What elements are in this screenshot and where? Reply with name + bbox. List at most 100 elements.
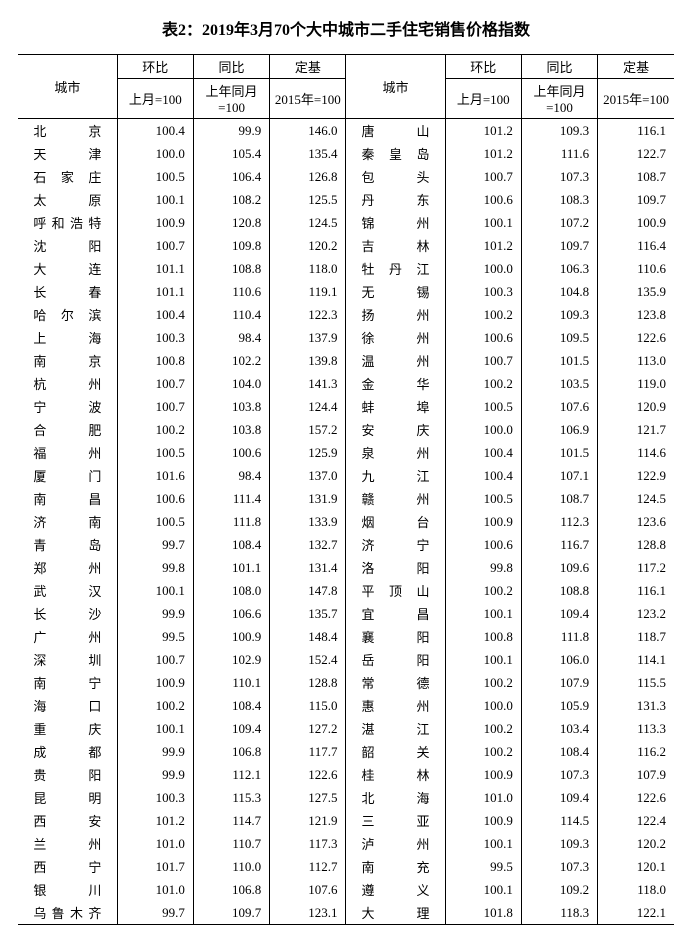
table-row: 兰 州101.0110.7117.3泸 州100.1109.3120.2 — [18, 832, 674, 855]
mom-cell: 101.0 — [117, 878, 193, 901]
mom-cell: 100.3 — [445, 280, 521, 303]
yoy-cell: 98.4 — [193, 326, 269, 349]
mom-cell: 101.1 — [117, 257, 193, 280]
yoy-cell: 109.4 — [521, 786, 597, 809]
mom-cell: 100.2 — [445, 740, 521, 763]
mom-cell: 99.9 — [117, 602, 193, 625]
yoy-cell: 108.4 — [193, 533, 269, 556]
city-cell: 石 家 庄 — [18, 165, 117, 188]
base-cell: 127.5 — [270, 786, 346, 809]
table-row: 广 州99.5100.9148.4襄 阳100.8111.8118.7 — [18, 625, 674, 648]
table-row: 南 宁100.9110.1128.8常 德100.2107.9115.5 — [18, 671, 674, 694]
yoy-cell: 105.9 — [521, 694, 597, 717]
base-cell: 131.4 — [270, 556, 346, 579]
mom-cell: 100.8 — [117, 349, 193, 372]
city-cell: 西 宁 — [18, 855, 117, 878]
yoy-cell: 108.4 — [193, 694, 269, 717]
hdr-yoy-right: 同比 — [521, 55, 597, 79]
table-row: 北 京100.499.9146.0唐 山101.2109.3116.1 — [18, 119, 674, 143]
yoy-cell: 99.9 — [193, 119, 269, 143]
mom-cell: 101.8 — [445, 901, 521, 925]
city-cell: 济 宁 — [346, 533, 445, 556]
yoy-cell: 109.2 — [521, 878, 597, 901]
mom-cell: 100.2 — [445, 671, 521, 694]
city-cell: 厦 门 — [18, 464, 117, 487]
yoy-cell: 101.1 — [193, 556, 269, 579]
yoy-cell: 103.8 — [193, 418, 269, 441]
table-row: 长 春101.1110.6119.1无 锡100.3104.8135.9 — [18, 280, 674, 303]
table-row: 成 都99.9106.8117.7韶 关100.2108.4116.2 — [18, 740, 674, 763]
table-header: 城市 环比 同比 定基 城市 环比 同比 定基 上月=100 上年同月=100 … — [18, 55, 674, 119]
yoy-cell: 114.5 — [521, 809, 597, 832]
city-cell: 锦 州 — [346, 211, 445, 234]
mom-cell: 101.2 — [445, 142, 521, 165]
mom-cell: 100.2 — [445, 717, 521, 740]
mom-cell: 100.5 — [445, 395, 521, 418]
yoy-cell: 108.0 — [193, 579, 269, 602]
mom-cell: 100.1 — [117, 717, 193, 740]
base-cell: 135.7 — [270, 602, 346, 625]
yoy-cell: 104.0 — [193, 372, 269, 395]
base-cell: 116.4 — [598, 234, 674, 257]
yoy-cell: 106.4 — [193, 165, 269, 188]
hdr-mom-right: 环比 — [445, 55, 521, 79]
table-row: 长 沙99.9106.6135.7宜 昌100.1109.4123.2 — [18, 602, 674, 625]
base-cell: 125.5 — [270, 188, 346, 211]
mom-cell: 100.4 — [117, 303, 193, 326]
table-body: 北 京100.499.9146.0唐 山101.2109.3116.1天 津 10… — [18, 119, 674, 925]
city-cell: 烟 台 — [346, 510, 445, 533]
yoy-cell: 100.9 — [193, 625, 269, 648]
city-cell: 贵 阳 — [18, 763, 117, 786]
base-cell: 137.0 — [270, 464, 346, 487]
base-cell: 113.0 — [598, 349, 674, 372]
yoy-cell: 103.5 — [521, 372, 597, 395]
city-cell: 三 亚 — [346, 809, 445, 832]
city-cell: 桂 林 — [346, 763, 445, 786]
yoy-cell: 107.3 — [521, 763, 597, 786]
city-cell: 武 汉 — [18, 579, 117, 602]
yoy-cell: 107.3 — [521, 855, 597, 878]
base-cell: 122.6 — [598, 786, 674, 809]
yoy-cell: 111.8 — [521, 625, 597, 648]
base-cell: 122.4 — [598, 809, 674, 832]
yoy-cell: 106.3 — [521, 257, 597, 280]
city-cell: 天 津 — [18, 142, 117, 165]
city-cell: 长 沙 — [18, 602, 117, 625]
mom-cell: 100.7 — [117, 234, 193, 257]
city-cell: 合 肥 — [18, 418, 117, 441]
city-cell: 长 春 — [18, 280, 117, 303]
hdr-city-left: 城市 — [18, 55, 117, 119]
mom-cell: 100.0 — [445, 257, 521, 280]
city-cell: 九 江 — [346, 464, 445, 487]
mom-cell: 100.2 — [445, 579, 521, 602]
yoy-cell: 106.8 — [193, 878, 269, 901]
table-row: 西 安101.2114.7121.9三 亚100.9114.5122.4 — [18, 809, 674, 832]
yoy-cell: 110.4 — [193, 303, 269, 326]
mom-cell: 99.8 — [117, 556, 193, 579]
mom-cell: 101.0 — [445, 786, 521, 809]
mom-cell: 100.7 — [445, 165, 521, 188]
yoy-cell: 109.7 — [193, 901, 269, 925]
base-cell: 115.5 — [598, 671, 674, 694]
base-cell: 124.4 — [270, 395, 346, 418]
mom-cell: 100.5 — [117, 510, 193, 533]
base-cell: 128.8 — [270, 671, 346, 694]
mom-cell: 100.0 — [445, 418, 521, 441]
mom-cell: 100.1 — [445, 602, 521, 625]
city-cell: 福 州 — [18, 441, 117, 464]
yoy-cell: 106.0 — [521, 648, 597, 671]
yoy-cell: 106.9 — [521, 418, 597, 441]
base-cell: 116.2 — [598, 740, 674, 763]
city-cell: 太 原 — [18, 188, 117, 211]
table-row: 贵 阳99.9112.1122.6桂 林100.9107.3107.9 — [18, 763, 674, 786]
city-cell: 深 圳 — [18, 648, 117, 671]
mom-cell: 99.7 — [117, 533, 193, 556]
mom-cell: 100.1 — [445, 832, 521, 855]
base-cell: 114.6 — [598, 441, 674, 464]
yoy-cell: 109.7 — [521, 234, 597, 257]
city-cell: 大 连 — [18, 257, 117, 280]
mom-cell: 99.5 — [445, 855, 521, 878]
table-row: 大 连101.1108.8118.0牡 丹 江100.0106.3110.6 — [18, 257, 674, 280]
city-cell: 海 口 — [18, 694, 117, 717]
mom-cell: 100.6 — [117, 487, 193, 510]
